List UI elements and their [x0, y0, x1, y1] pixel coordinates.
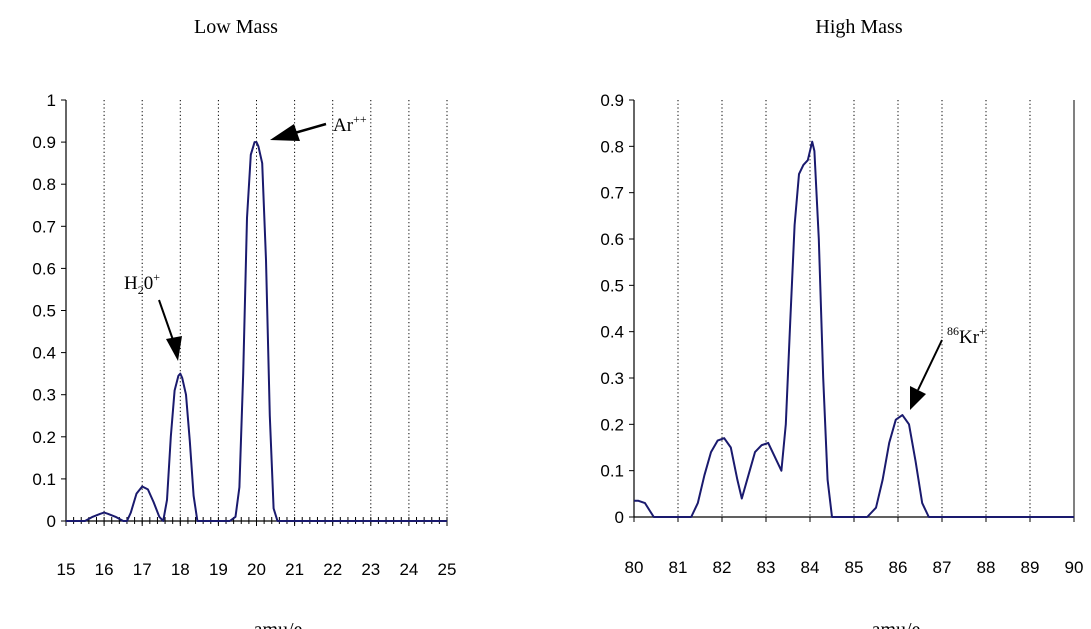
- low-mass-y-tick-label: 0.3: [32, 386, 56, 405]
- low-mass-x-tick-label: 21: [285, 560, 304, 579]
- annotation-kr-arrowhead: [910, 386, 926, 410]
- high-mass-y-tick-label: 0.6: [600, 230, 624, 249]
- low-mass-title: Low Mass: [194, 16, 278, 38]
- annotation-kr-arrow-line: [917, 339, 943, 391]
- high-mass-x-tick-label: 85: [845, 558, 864, 577]
- low-mass-x-tick-label: 18: [171, 560, 190, 579]
- high-mass-y-tick-label: 0.4: [600, 323, 624, 342]
- annotation-h2o-label: H20+: [124, 270, 160, 297]
- low-mass-y-tick-label: 0: [47, 512, 56, 531]
- low-mass-x-tick-label: 22: [323, 560, 342, 579]
- high-mass-y-tick-label: 0.9: [600, 91, 624, 110]
- high-mass-x-tick-label: 86: [889, 558, 908, 577]
- high-mass-x-tick-label: 80: [625, 558, 644, 577]
- high-mass-y-tick-label: 0: [615, 508, 624, 527]
- annotation-ar-text: Ar: [333, 115, 354, 136]
- low-mass-y-tick-label: 0.1: [32, 470, 56, 489]
- low-mass-chart: Low Mass 0 0.1 0.2 0.3 0.4 0.5 0.6 0.7 0.8 0.9 1 1…: [32, 16, 456, 629]
- low-mass-y-ticks: 0 0.1 0.2 0.3 0.4 0.5 0.6 0.7 0.8 0.9 1: [32, 91, 66, 531]
- high-mass-x-tick-label: 88: [977, 558, 996, 577]
- high-mass-y-tick-label: 0.3: [600, 369, 624, 388]
- low-mass-y-tick-label: 0.7: [32, 217, 56, 236]
- annotation-h2o-superscript: +: [153, 270, 160, 284]
- annotation-ar: Ar++: [270, 112, 367, 141]
- low-mass-x-axis-label: amu/e: [254, 619, 303, 629]
- low-mass-series-line: [66, 141, 447, 522]
- low-mass-x-tick-label: 15: [57, 560, 76, 579]
- high-mass-series: [634, 140, 1074, 518]
- high-mass-axes: [633, 100, 1075, 518]
- low-mass-x-tick-label: 25: [438, 560, 457, 579]
- high-mass-y-tick-label: 0.2: [600, 415, 624, 434]
- high-mass-x-ticks: 80 81 82 83 84 85 86 87 88 89 90: [625, 517, 1084, 577]
- high-mass-gridlines: [677, 100, 1075, 517]
- annotation-h2o-arrow-line: [158, 299, 174, 341]
- high-mass-x-tick-label: 82: [713, 558, 732, 577]
- low-mass-gridlines: [103, 100, 448, 521]
- high-mass-x-tick-label: 81: [669, 558, 688, 577]
- annotation-h2o: H20+: [124, 270, 182, 361]
- high-mass-chart: High Mass 0 0.1 0.2 0.3 0.4 0.5 0.6 0.7 0.8 0.9 8…: [600, 16, 1083, 629]
- low-mass-x-ticks: 15 16 17 18 19 20 21 22 23 24 25: [57, 517, 457, 579]
- low-mass-y-tick-label: 0.5: [32, 302, 56, 321]
- low-mass-y-tick-label: 0.9: [32, 133, 56, 152]
- high-mass-y-tick-label: 0.7: [600, 184, 624, 203]
- low-mass-x-tick-label: 24: [399, 560, 418, 579]
- low-mass-x-tick-label: 17: [133, 560, 152, 579]
- high-mass-y-tick-label: 0.1: [600, 462, 624, 481]
- high-mass-x-tick-label: 90: [1065, 558, 1084, 577]
- low-mass-y-tick-label: 1: [47, 91, 56, 110]
- annotation-ar-label: Ar++: [333, 112, 367, 136]
- low-mass-y-tick-label: 0.4: [32, 344, 56, 363]
- high-mass-x-tick-label: 83: [757, 558, 776, 577]
- annotation-kr-superscript: 86: [947, 324, 959, 338]
- low-mass-series: [66, 141, 447, 522]
- high-mass-x-tick-label: 87: [933, 558, 952, 577]
- annotation-h2o-text2: 0: [144, 273, 154, 294]
- low-mass-x-tick-label: 16: [95, 560, 114, 579]
- high-mass-y-tick-label: 0.5: [600, 276, 624, 295]
- low-mass-y-tick-label: 0.8: [32, 175, 56, 194]
- annotation-kr-label: 86Kr+: [947, 324, 986, 348]
- high-mass-series-line: [634, 140, 1074, 518]
- high-mass-y-tick-label: 0.8: [600, 137, 624, 156]
- high-mass-x-axis-label: amu/e: [872, 619, 921, 629]
- high-mass-y-ticks: 0 0.1 0.2 0.3 0.4 0.5 0.6 0.7 0.8 0.9: [600, 91, 634, 527]
- low-mass-x-tick-label: 20: [247, 560, 266, 579]
- annotation-h2o-text: H: [124, 273, 138, 294]
- annotation-ar-arrowhead: [270, 124, 300, 141]
- low-mass-x-tick-label: 23: [361, 560, 380, 579]
- annotation-ar-superscript: ++: [353, 112, 367, 126]
- high-mass-x-tick-label: 84: [801, 558, 820, 577]
- annotation-kr-text: Kr: [959, 327, 980, 348]
- high-mass-title: High Mass: [815, 16, 902, 38]
- annotation-kr-superscript2: +: [979, 324, 986, 338]
- annotation-h2o-arrowhead: [166, 336, 182, 361]
- low-mass-y-tick-label: 0.2: [32, 428, 56, 447]
- annotation-h2o-subscript: 2: [138, 283, 144, 297]
- low-mass-x-tick-label: 19: [209, 560, 228, 579]
- high-mass-x-tick-label: 89: [1021, 558, 1040, 577]
- annotation-kr: 86Kr+: [910, 324, 986, 410]
- low-mass-y-tick-label: 0.6: [32, 259, 56, 278]
